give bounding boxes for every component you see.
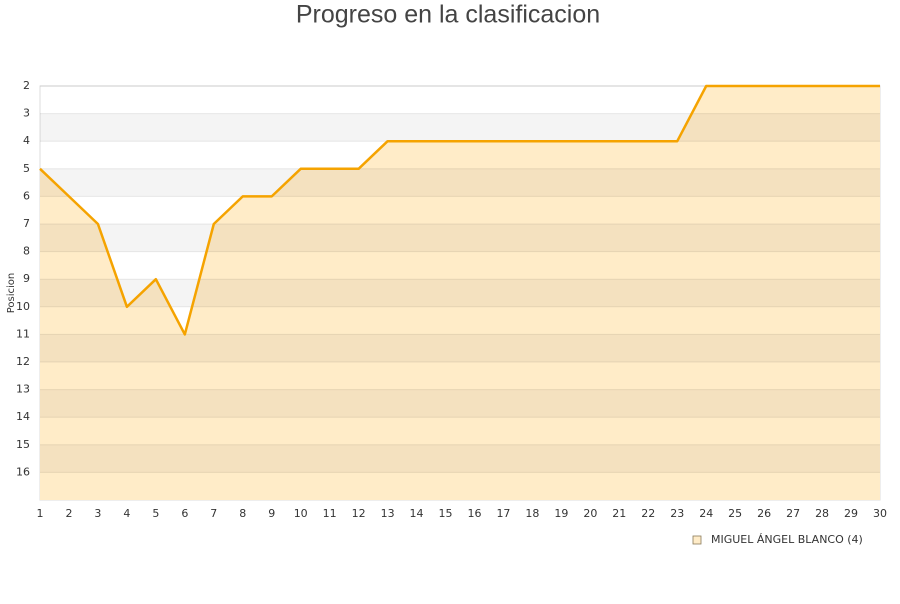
band: [40, 279, 880, 307]
x-tick-label: 3: [94, 507, 101, 520]
x-tick-label: 16: [467, 507, 481, 520]
y-tick-label: 16: [16, 465, 30, 478]
x-tick-label: 14: [410, 507, 424, 520]
y-tick-label: 3: [23, 107, 30, 120]
x-tick-label: 6: [181, 507, 188, 520]
y-tick-label: 5: [23, 162, 30, 175]
x-tick-label: 17: [496, 507, 510, 520]
x-tick-label: 15: [439, 507, 453, 520]
x-tick-label: 12: [352, 507, 366, 520]
y-tick-label: 8: [23, 245, 30, 258]
x-tick-label: 1: [37, 507, 44, 520]
x-tick-label: 5: [152, 507, 159, 520]
y-tick-label: 6: [23, 189, 30, 202]
x-tick-label: 22: [641, 507, 655, 520]
y-tick-label: 11: [16, 327, 30, 340]
x-tick-label: 28: [815, 507, 829, 520]
x-tick-label: 7: [210, 507, 217, 520]
x-tick-label: 9: [268, 507, 275, 520]
x-tick-label: 30: [873, 507, 887, 520]
area: [40, 86, 880, 500]
x-tick-label: 2: [65, 507, 72, 520]
legend-swatch: [692, 535, 702, 545]
band: [40, 389, 880, 418]
x-tick-label: 20: [583, 507, 597, 520]
x-tick-label: 18: [525, 507, 539, 520]
x-tick-label: 8: [239, 507, 246, 520]
y-tick-label: 10: [16, 300, 30, 313]
x-tick-label: 25: [728, 507, 742, 520]
band: [40, 113, 880, 142]
y-tick-label: 2: [23, 79, 30, 92]
y-tick-label: 13: [16, 383, 30, 396]
y-tick-label: 9: [23, 272, 30, 285]
x-tick-label: 26: [757, 507, 771, 520]
y-tick-label: 15: [16, 438, 30, 451]
y-axis-label: Posicion: [6, 273, 17, 314]
x-tick-label: 13: [381, 507, 395, 520]
x-tick-label: 10: [294, 507, 308, 520]
x-tick-label: 11: [323, 507, 337, 520]
x-tick-label: 19: [554, 507, 568, 520]
band: [40, 168, 880, 197]
x-tick-label: 27: [786, 507, 800, 520]
chart-title: Progreso en la clasificacion: [296, 1, 600, 29]
y-tick-label: 4: [23, 134, 30, 147]
y-tick-label: 14: [16, 410, 30, 423]
line: [39, 84, 880, 336]
band: [40, 224, 880, 252]
y-tick-label: 12: [16, 355, 30, 368]
band: [40, 444, 880, 473]
x-tick-label: 23: [670, 507, 684, 520]
x-tick-label: 29: [844, 507, 858, 520]
x-tick-label: 4: [123, 507, 130, 520]
legend-label: MIGUEL ÁNGEL BLANCO (4): [711, 533, 863, 546]
x-tick-label: 24: [699, 507, 713, 520]
y-tick-label: 7: [23, 217, 30, 230]
band: [40, 334, 880, 362]
x-tick-label: 21: [612, 507, 626, 520]
